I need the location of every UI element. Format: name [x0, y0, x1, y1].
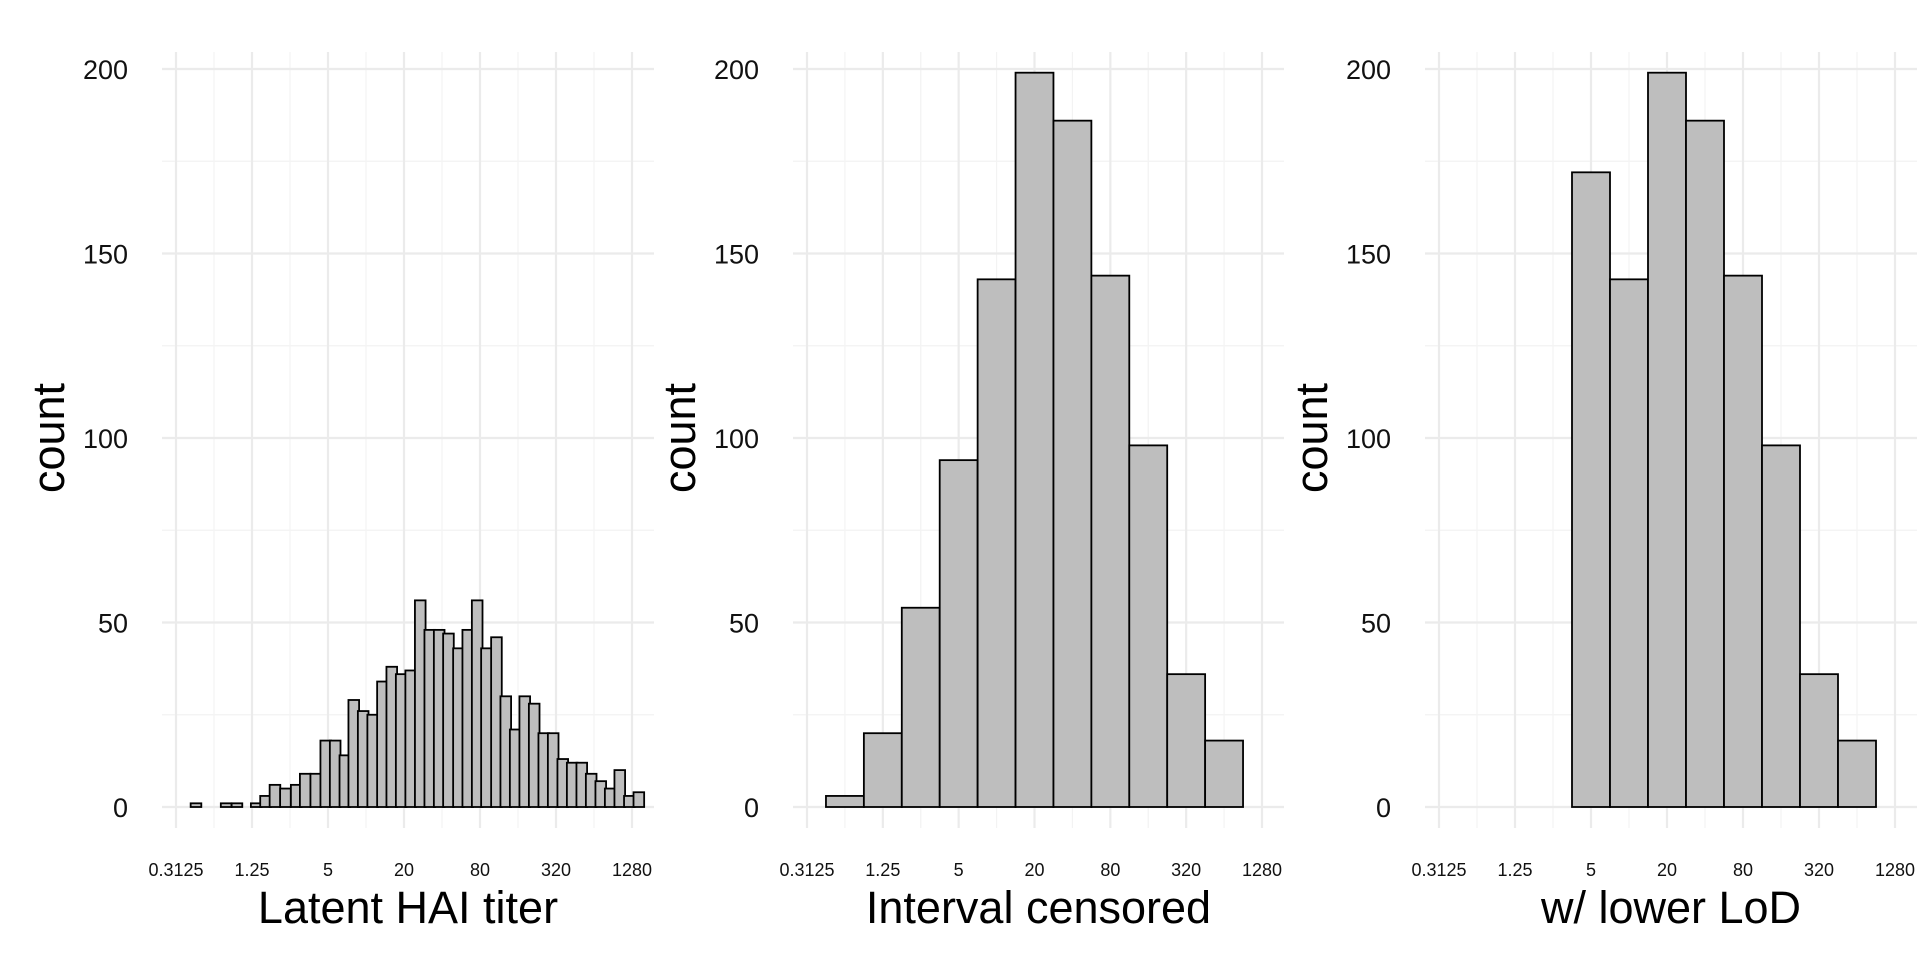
histogram-bar: [1799, 673, 1839, 808]
x-tick-label: 1.25: [234, 860, 269, 880]
x-tick-label: 80: [470, 860, 490, 880]
x-tick-label: 320: [541, 860, 571, 880]
x-tick-label: 80: [1100, 860, 1120, 880]
histogram-bar: [976, 278, 1017, 808]
x-tick-label: 5: [954, 860, 964, 880]
histogram-bar: [230, 802, 244, 808]
x-tick-label: 320: [1171, 860, 1201, 880]
x-axis-title: Latent HAI titer: [258, 882, 558, 933]
x-axis-title: Interval censored: [866, 882, 1211, 933]
histogram-bar: [189, 802, 203, 808]
histogram-bar: [299, 772, 312, 808]
histogram-bar: [1052, 119, 1093, 808]
y-tick-label: 150: [714, 240, 759, 270]
x-tick-label: 80: [1733, 860, 1753, 880]
x-tick-label: 1280: [1242, 860, 1282, 880]
y-tick-label: 50: [729, 609, 759, 639]
y-tick-label: 200: [83, 55, 128, 85]
y-tick-label: 150: [1346, 240, 1391, 270]
x-tick-label: 1280: [612, 860, 652, 880]
histogram-bar: [1723, 274, 1763, 808]
histogram-bar: [219, 802, 233, 808]
histogram-bar: [1014, 71, 1055, 808]
x-tick-label: 20: [1657, 860, 1677, 880]
x-tick-label: 0.3125: [148, 860, 203, 880]
histogram-bar: [1761, 444, 1801, 808]
y-axis-title: count: [23, 382, 74, 493]
x-axis-title: w/ lower LoD: [1540, 882, 1801, 933]
y-tick-label: 100: [83, 424, 128, 454]
panel-2: 0 50 100 150 200 0.3125 1.25 5 20 80 320 1280 Interv…: [654, 52, 1284, 933]
x-tick-label: 20: [394, 860, 414, 880]
x-tick-label: 5: [323, 860, 333, 880]
y-tick-label: 50: [1361, 609, 1391, 639]
histogram-bar: [1166, 673, 1207, 808]
histogram-bar: [309, 772, 322, 808]
y-tick-label: 200: [714, 55, 759, 85]
histogram-bar: [1685, 119, 1725, 808]
x-tick-label: 20: [1024, 860, 1044, 880]
x-tick-label: 0.3125: [779, 860, 834, 880]
histogram-bar: [825, 795, 865, 808]
x-tick-label: 1.25: [1497, 860, 1532, 880]
histogram-bar: [268, 783, 282, 808]
y-tick-label: 0: [1376, 793, 1391, 823]
panel-3: 0 50 100 150 200 0.3125 1.25 5 20 80 320 1280 w/ low…: [1286, 52, 1917, 933]
y-axis-title: count: [654, 382, 705, 493]
y-tick-label: 100: [714, 424, 759, 454]
histogram-bar: [1090, 274, 1131, 808]
x-tick-label: 0.3125: [1411, 860, 1466, 880]
y-tick-label: 150: [83, 240, 128, 270]
histogram-bar: [632, 791, 646, 808]
y-tick-label: 0: [113, 793, 128, 823]
histogram-bar: [938, 459, 979, 808]
x-tick-label: 1.25: [865, 860, 900, 880]
y-tick-label: 200: [1346, 55, 1391, 85]
histogram-bar: [1204, 739, 1244, 808]
histogram-bar: [279, 787, 292, 808]
histogram-bar: [1609, 278, 1649, 808]
histogram-bar: [1647, 71, 1687, 808]
histogram-bar: [862, 732, 903, 808]
y-tick-label: 50: [98, 609, 128, 639]
histogram-bar: [900, 606, 941, 808]
x-tick-label: 320: [1804, 860, 1834, 880]
histogram-bar: [613, 769, 626, 808]
histogram-bar: [1571, 171, 1611, 808]
histogram-bar: [480, 647, 493, 808]
histogram-bar: [1128, 444, 1169, 808]
y-tick-label: 0: [744, 793, 759, 823]
y-axis-title: count: [1286, 382, 1337, 493]
histogram-bar: [1837, 739, 1877, 808]
y-tick-label: 100: [1346, 424, 1391, 454]
panel-1: 0 50 100 150 200 0.3125 1.25 5 20 80 320 1280 Latent…: [23, 52, 654, 933]
x-tick-label: 5: [1586, 860, 1596, 880]
histogram-bar: [442, 632, 455, 808]
x-tick-label: 1280: [1875, 860, 1915, 880]
